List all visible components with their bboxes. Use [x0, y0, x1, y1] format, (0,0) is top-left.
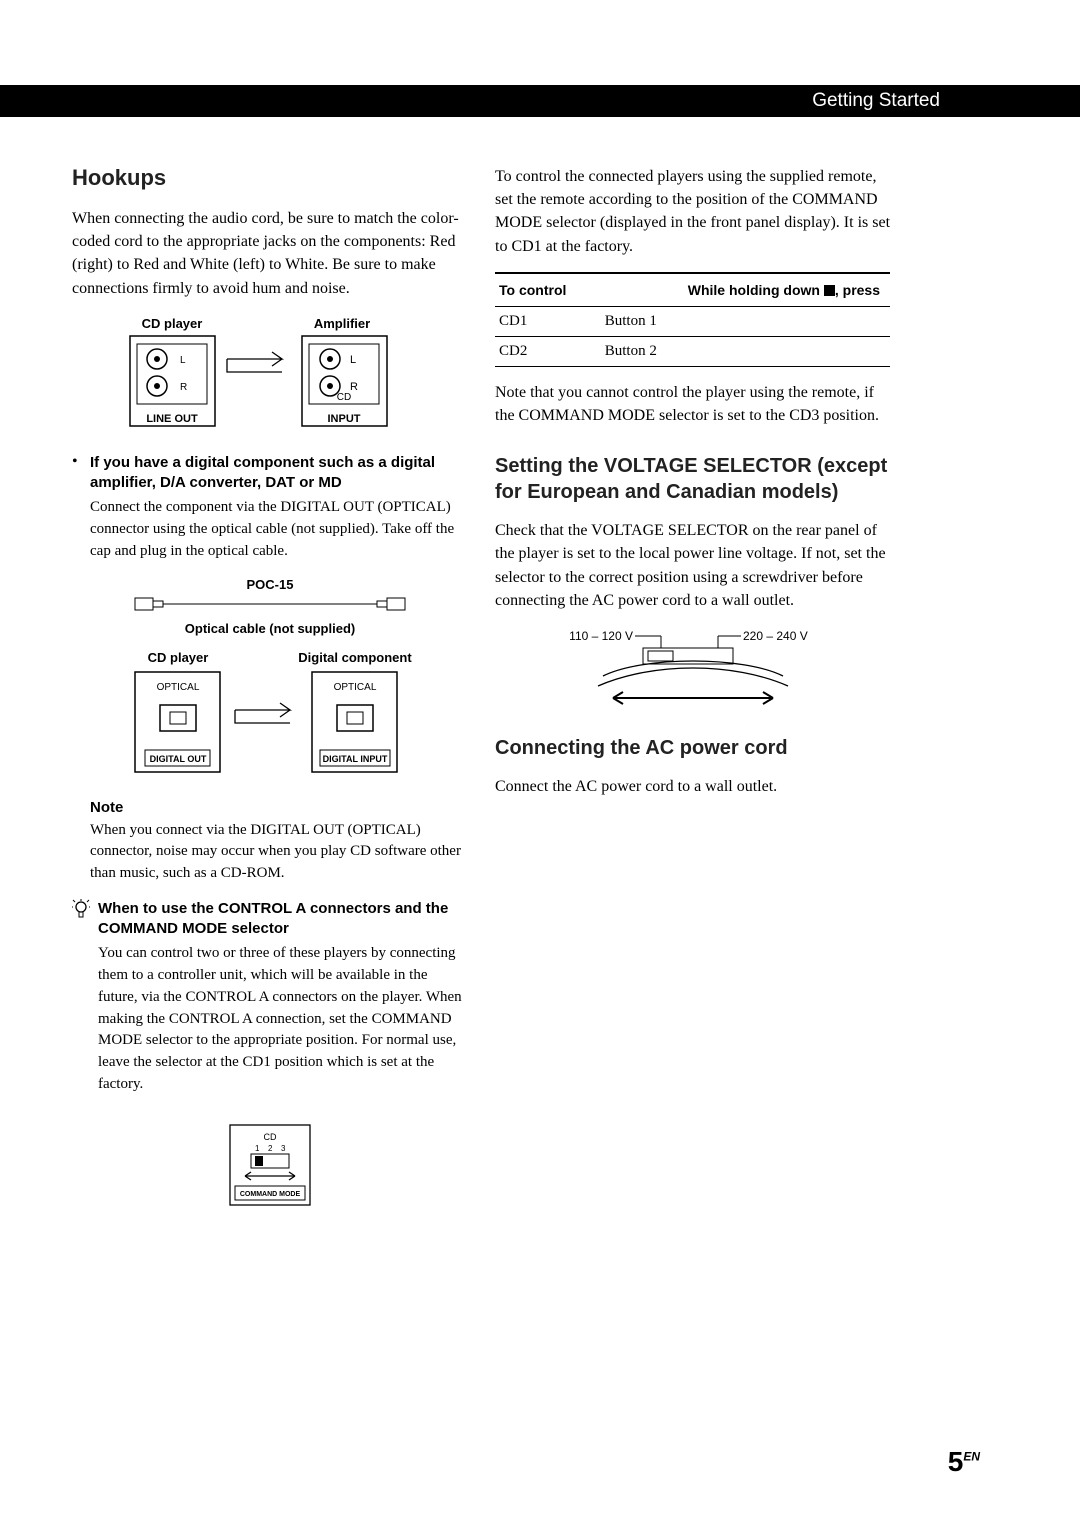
svg-text:110 – 120 V: 110 – 120 V	[569, 629, 633, 643]
poc-label: POC-15	[120, 577, 420, 592]
svg-text:OPTICAL: OPTICAL	[334, 682, 377, 693]
svg-text:2: 2	[268, 1144, 273, 1153]
hookups-intro: When connecting the audio cord, be sure …	[72, 207, 467, 300]
svg-text:CD player: CD player	[148, 650, 209, 665]
label-input: INPUT	[328, 413, 361, 425]
voltage-svg: 110 – 120 V 220 – 240 V	[543, 626, 843, 706]
svg-text:CD: CD	[337, 392, 351, 403]
svg-text:COMMAND MODE: COMMAND MODE	[239, 1191, 300, 1198]
bullet-title: If you have a digital component such as …	[90, 453, 467, 494]
left-column: Hookups When connecting the audio cord, …	[72, 165, 467, 1215]
tip-block: When to use the CONTROL A connectors and…	[72, 899, 467, 1110]
voltage-heading: Setting the VOLTAGE SELECTOR (except for…	[495, 453, 890, 505]
bullet-dot-icon: •	[72, 453, 78, 471]
svg-text:220 – 240 V: 220 – 240 V	[743, 629, 808, 643]
digital-hookup-svg: CD player Digital component OPTICAL DIGI…	[120, 650, 430, 780]
remote-para: To control the connected players using t…	[495, 165, 890, 258]
bullet-body: Connect the component via the DIGITAL OU…	[90, 497, 467, 562]
optical-plug-svg	[130, 592, 410, 616]
svg-text:OPTICAL: OPTICAL	[157, 682, 200, 693]
svg-text:3: 3	[281, 1144, 286, 1153]
tip-body: You can control two or three of these pl…	[98, 943, 467, 1095]
analog-hookup-svg: CD player Amplifier L R LINE OUT L R CD …	[112, 314, 412, 434]
diagram-command-mode: CD 1 2 3 COMMAND MODE	[225, 1120, 315, 1215]
tip-title: When to use the CONTROL A connectors and…	[98, 899, 467, 940]
cd3-note: Note that you cannot control the player …	[495, 381, 890, 427]
note-label: Note	[90, 799, 467, 816]
tip-icon	[72, 899, 90, 1110]
svg-text:DIGITAL OUT: DIGITAL OUT	[150, 754, 207, 764]
diagram-digital-hookup: CD player Digital component OPTICAL DIGI…	[120, 650, 430, 785]
ac-para: Connect the AC power cord to a wall outl…	[495, 775, 890, 798]
diagram-analog-hookup: CD player Amplifier L R LINE OUT L R CD …	[112, 314, 412, 439]
voltage-para: Check that the VOLTAGE SELECTOR on the r…	[495, 519, 890, 612]
svg-text:L: L	[350, 354, 356, 366]
page-number: 5EN	[948, 1446, 980, 1478]
svg-text:1: 1	[255, 1144, 260, 1153]
digital-component-bullet: • If you have a digital component such a…	[90, 453, 467, 563]
note-block: Note When you connect via the DIGITAL OU…	[90, 799, 467, 885]
command-mode-svg: CD 1 2 3 COMMAND MODE	[225, 1120, 315, 1210]
svg-text:CD: CD	[263, 1132, 276, 1142]
optical-cable-label: Optical cable (not supplied)	[120, 621, 420, 636]
svg-text:DIGITAL INPUT: DIGITAL INPUT	[323, 754, 388, 764]
svg-text:L: L	[180, 355, 186, 366]
th-while-holding: While holding down , press	[601, 273, 890, 307]
diagram-optical-cable: POC-15 Optical cable (not supplied)	[120, 577, 420, 636]
ac-heading: Connecting the AC power cord	[495, 735, 890, 761]
label-cdplayer: CD player	[142, 316, 203, 331]
table-row: CD1 Button 1	[495, 306, 890, 336]
th-to-control: To control	[495, 273, 601, 307]
right-column: To control the connected players using t…	[495, 165, 890, 812]
label-lineout: LINE OUT	[146, 413, 198, 425]
table-row: CD2 Button 2	[495, 336, 890, 366]
svg-text:Digital component: Digital component	[298, 650, 412, 665]
svg-text:R: R	[180, 382, 187, 393]
stop-icon	[824, 285, 835, 296]
note-body: When you connect via the DIGITAL OUT (OP…	[90, 820, 467, 885]
control-table: To control While holding down , press CD…	[495, 272, 890, 367]
hookups-heading: Hookups	[72, 165, 467, 191]
diagram-voltage: 110 – 120 V 220 – 240 V	[543, 626, 843, 711]
header-section-title: Getting Started	[812, 90, 940, 112]
label-amplifier: Amplifier	[314, 316, 370, 331]
header-bar: Getting Started	[0, 85, 1080, 117]
